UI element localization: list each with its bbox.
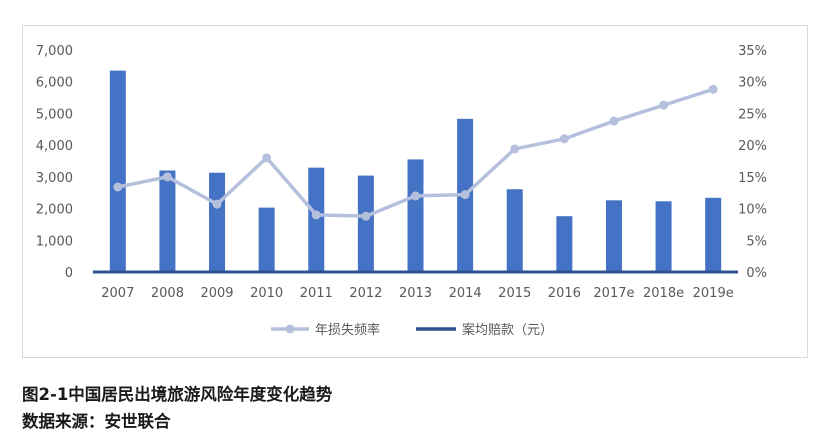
point-2019e	[708, 84, 718, 94]
point-2014	[460, 190, 470, 200]
legend-label-frequency: 年损失频率	[315, 322, 380, 338]
figure-source: 数据来源：安世联合	[22, 412, 171, 431]
left-tick-label: 7,000	[36, 44, 73, 59]
x-tick-label: 2008	[151, 286, 184, 301]
right-tick-label: 0%	[746, 266, 767, 281]
right-axis-ticks: 0% 5% 10% 15% 20% 25% 30% 35%	[738, 44, 767, 281]
bar-2017e	[605, 200, 622, 272]
bar-2018e	[655, 201, 672, 272]
x-tick-label: 2016	[548, 286, 581, 301]
left-axis-ticks: 0 1,000 2,000 3,000 4,000 5,000 6,000 7,000	[36, 44, 73, 281]
bar-2008	[159, 170, 176, 272]
caption: 图2-1中国居民出境旅游风险年度变化趋势 数据来源：安世联合	[22, 381, 812, 435]
bar-2012	[357, 175, 374, 272]
point-2017e	[609, 116, 619, 126]
bar-2009	[209, 172, 226, 272]
point-2011	[311, 210, 321, 220]
bar-2011	[308, 167, 325, 272]
left-tick-label: 2,000	[36, 203, 73, 218]
point-2013	[411, 191, 420, 201]
left-tick-label: 0	[65, 266, 73, 281]
line-series	[113, 84, 718, 221]
right-tick-label: 15%	[738, 171, 767, 186]
x-tick-label: 2009	[200, 286, 233, 301]
point-2018e	[659, 100, 669, 110]
left-tick-label: 4,000	[36, 139, 73, 154]
left-tick-label: 5,000	[36, 107, 73, 122]
right-tick-label: 20%	[738, 139, 767, 154]
legend-label-claim: 案均赔款（元）	[462, 323, 553, 338]
point-2007	[113, 182, 123, 192]
x-tick-label: 2010	[250, 286, 283, 301]
x-tick-label: 2013	[399, 286, 432, 301]
x-tick-label: 2012	[349, 286, 382, 301]
x-tick-label: 2011	[300, 286, 333, 301]
bar-2013	[407, 159, 424, 272]
chart-frame: 0 1,000 2,000 3,000 4,000 5,000 6,000 7,000 0% 5…	[22, 25, 808, 358]
bar-2019e	[705, 197, 722, 272]
right-tick-label: 10%	[738, 203, 767, 218]
right-tick-label: 35%	[738, 44, 767, 59]
chart-svg: 0 1,000 2,000 3,000 4,000 5,000 6,000 7,000 0% 5…	[36, 44, 767, 338]
left-tick-label: 3,000	[36, 171, 73, 186]
bar-2010	[258, 207, 275, 272]
right-tick-label: 5%	[746, 234, 767, 249]
bar-2016	[556, 216, 573, 272]
x-tick-label: 2019e	[693, 286, 734, 301]
x-tick-label: 2007	[101, 286, 134, 301]
right-tick-label: 25%	[738, 107, 767, 122]
point-2009	[212, 199, 222, 209]
point-2008	[162, 172, 172, 182]
bar-2007	[109, 70, 126, 272]
bar-series	[109, 70, 722, 272]
right-tick-label: 30%	[738, 76, 767, 91]
figure-title: 图2-1中国居民出境旅游风险年度变化趋势	[22, 385, 333, 404]
left-tick-label: 1,000	[36, 234, 73, 249]
x-tick-label: 2014	[449, 286, 482, 301]
point-2010	[262, 153, 272, 163]
point-2016	[559, 134, 569, 144]
legend: 年损失频率 案均赔款（元）	[271, 322, 553, 338]
point-2015	[510, 144, 520, 154]
left-tick-label: 6,000	[36, 76, 73, 91]
x-tick-label: 2017e	[593, 286, 634, 301]
bar-2015	[506, 189, 523, 272]
legend-line-marker	[285, 324, 295, 334]
x-axis-ticks: 2007 2008 2009 2010 2011 2012 2013 2014 2015 2016…	[101, 286, 733, 301]
x-tick-label: 2015	[498, 286, 531, 301]
point-2012	[361, 211, 371, 221]
x-tick-label: 2018e	[643, 286, 684, 301]
